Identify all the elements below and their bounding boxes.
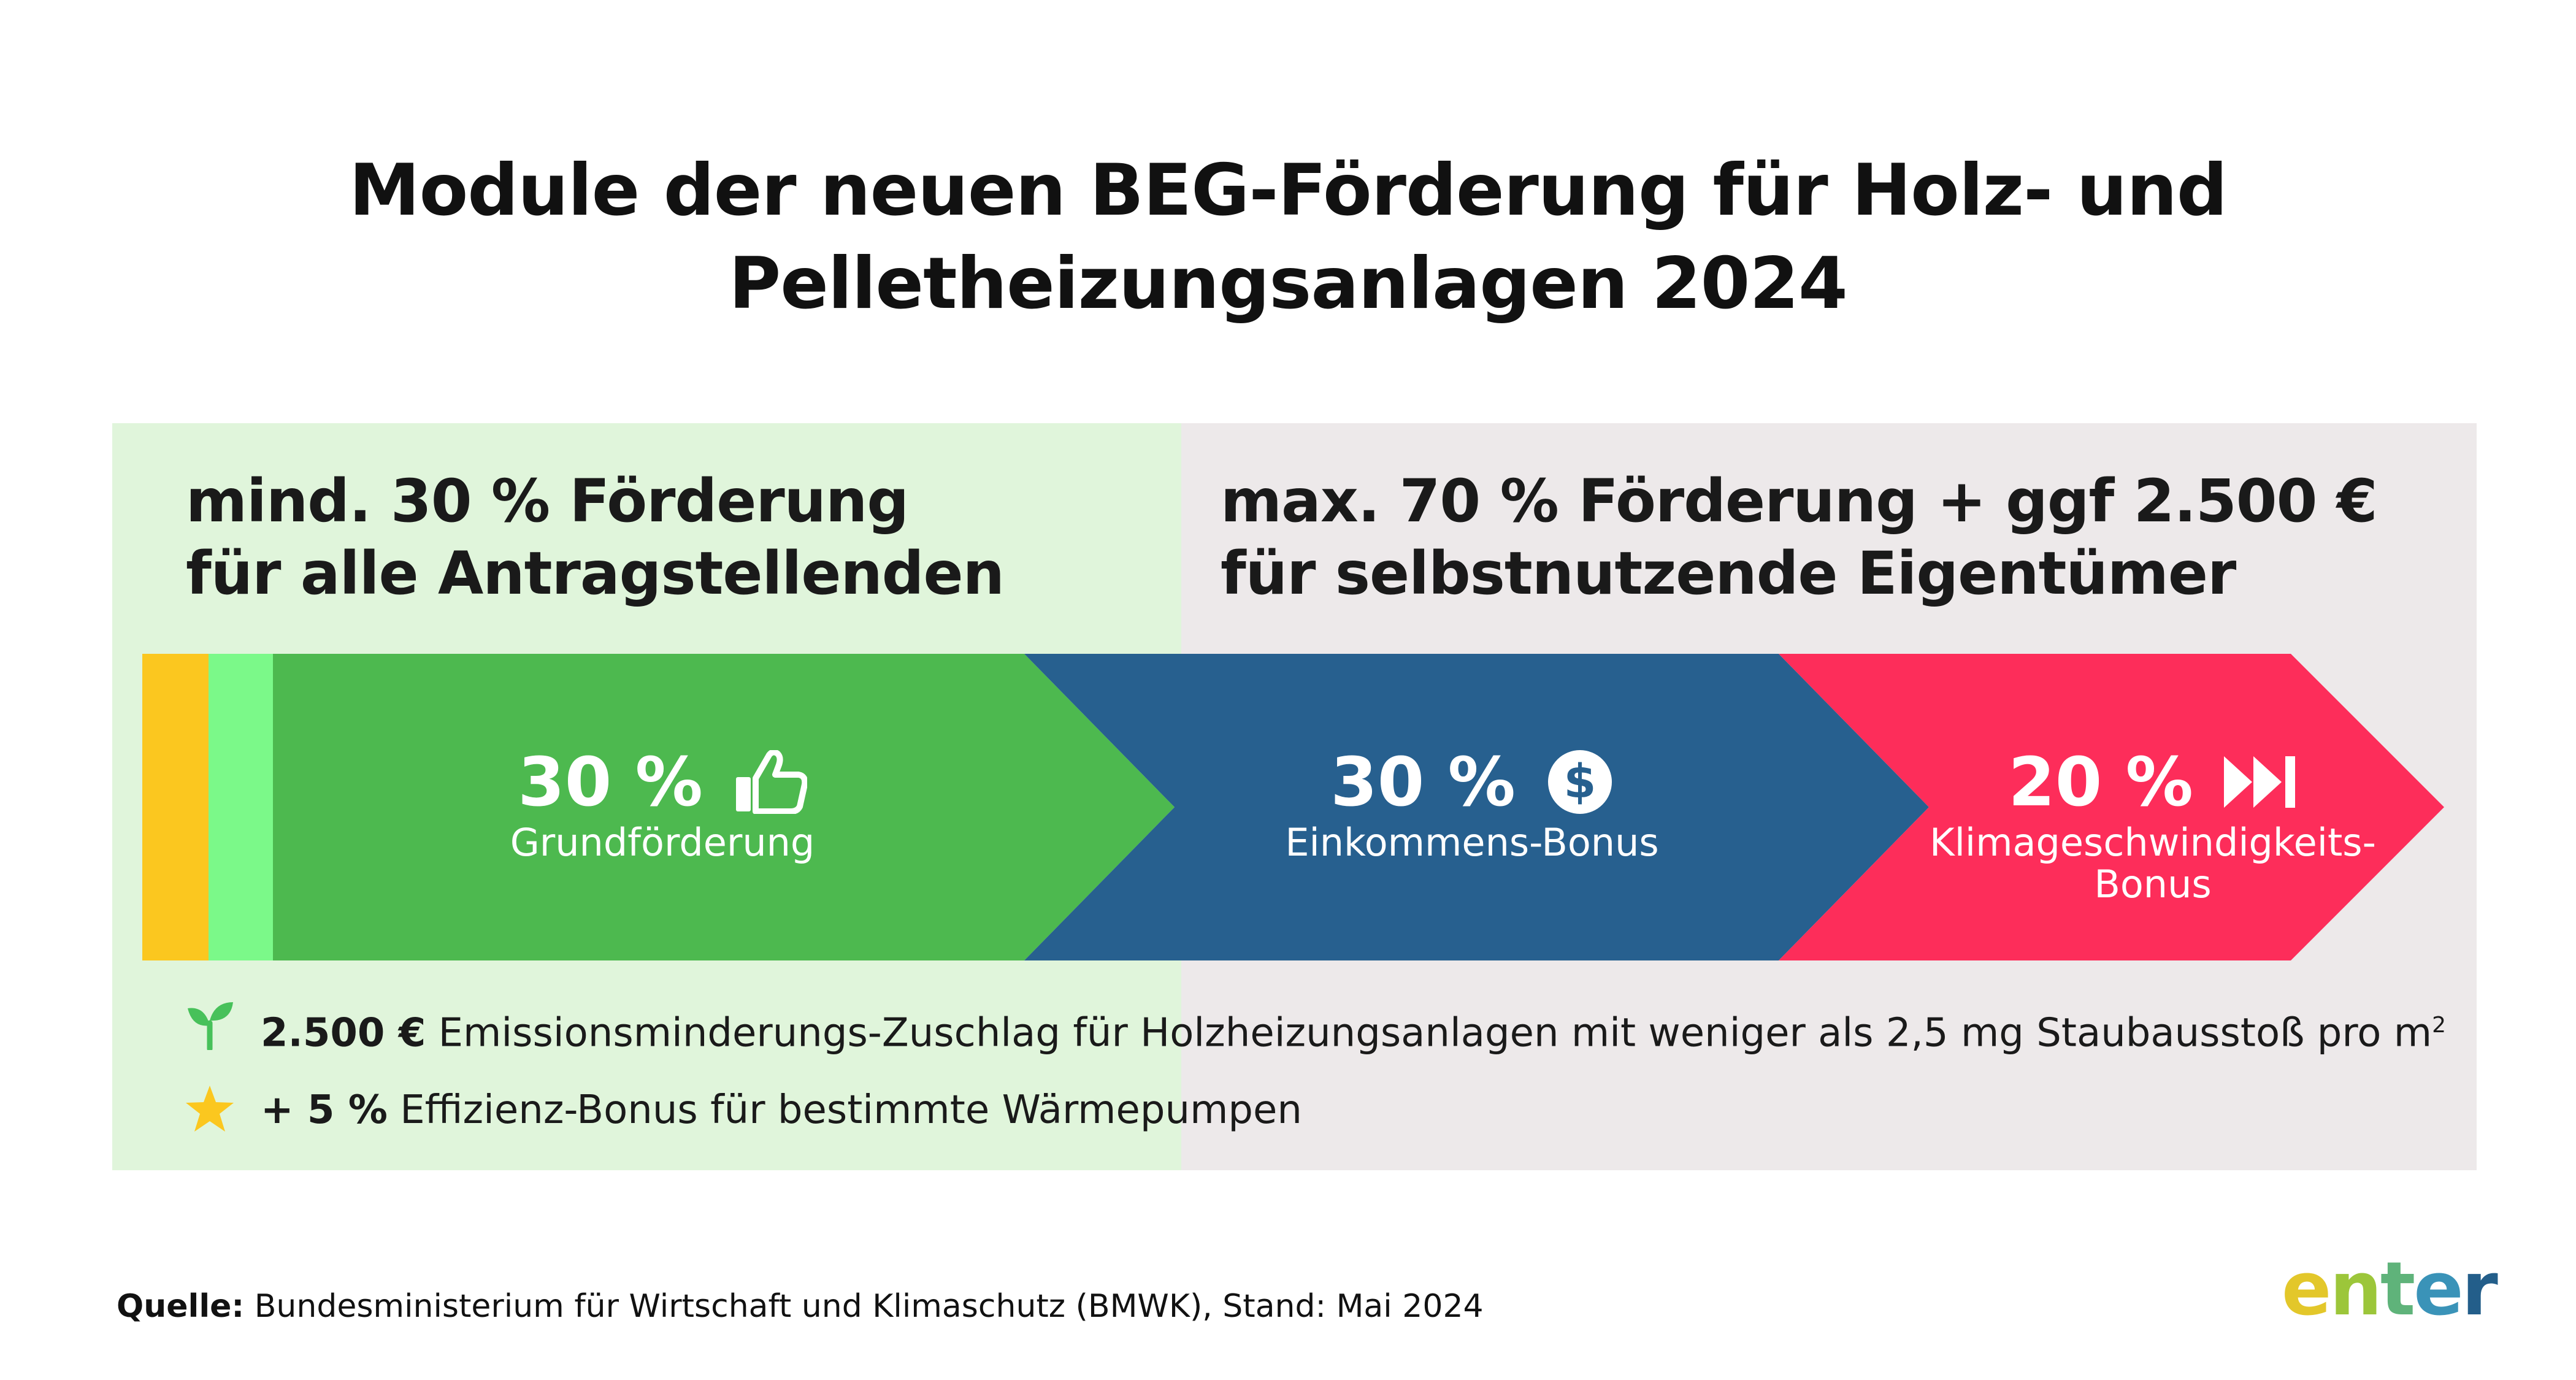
page-title: Module der neuen BEG-Förderung für Holz-…: [0, 144, 2576, 331]
segment-1-percent: 30 %: [518, 743, 703, 821]
logo-letter: r: [2461, 1247, 2498, 1332]
logo-letters: enter: [2282, 1247, 2498, 1332]
segment-klimageschwindigkeits-bonus: [1779, 654, 2444, 960]
segment-3-caption: Klimageschwindigkeits- Bonus: [1907, 822, 2398, 905]
title-line-1: Module der neuen BEG-Förderung für Holz-…: [349, 149, 2228, 232]
enter-logo: enter: [2282, 1247, 2498, 1332]
note-1-amount: 2.500 €: [261, 1010, 426, 1056]
segment-grundfoerderung: [273, 654, 1175, 960]
segment-3-caption-line-2: Bonus: [2094, 862, 2212, 907]
segment-3-label: 20 % Klimageschwindigkeits- Bonus: [1907, 742, 2398, 905]
source-footer: Quelle: Bundesministerium für Wirtschaft…: [117, 1287, 1484, 1326]
yellow-stripe: [142, 654, 209, 960]
segment-2-caption: Einkommens-Bonus: [1285, 820, 1659, 865]
dollar-coin-icon: $: [1546, 748, 1614, 816]
source-label: Quelle:: [117, 1288, 245, 1325]
logo-letter: e: [2413, 1247, 2463, 1332]
right-panel-heading: max. 70 % Förderung + ggf 2.500 € für se…: [1221, 465, 2378, 610]
title-line-2: Pelletheizungsanlagen 2024: [729, 242, 1848, 325]
note-efficiency-bonus: + 5 % Effizienz-Bonus für bestimmte Wärm…: [261, 1086, 1302, 1135]
fast-forward-icon: [2223, 756, 2298, 808]
segment-3-percent: 20 %: [2008, 743, 2193, 821]
left-panel-heading: mind. 30 % Förderung für alle Antragstel…: [186, 465, 1005, 610]
right-heading-line-1: max. 70 % Förderung + ggf 2.500 €: [1221, 467, 2378, 535]
light-green-stripe: [209, 654, 273, 960]
logo-letter: e: [2282, 1247, 2331, 1332]
sprout-icon: [184, 999, 236, 1052]
svg-text:$: $: [1563, 754, 1596, 808]
note-1-superscript: 2: [2432, 1013, 2447, 1038]
left-heading-line-1: mind. 30 % Förderung: [186, 467, 909, 535]
segment-1-label: 30 % Grundförderung: [429, 742, 895, 864]
segment-3-caption-line-1: Klimageschwindigkeits-: [1930, 820, 2376, 865]
left-heading-line-2: für alle Antragstellenden: [186, 539, 1005, 608]
logo-letter: t: [2380, 1247, 2415, 1332]
right-heading-line-2: für selbstnutzende Eigentümer: [1221, 539, 2236, 608]
segment-2-label: 30 % $ Einkommens-Bonus: [1239, 742, 1705, 864]
note-1-text: Emissionsminderungs-Zuschlag für Holzhei…: [438, 1010, 2432, 1056]
segment-einkommens-bonus: [1024, 654, 1929, 960]
source-text: Bundesministerium für Wirtschaft und Kli…: [254, 1288, 1484, 1325]
thumbs-up-icon: [734, 750, 807, 814]
segment-2-percent: 30 %: [1330, 743, 1516, 821]
note-2-amount: + 5 %: [261, 1087, 388, 1133]
segment-1-caption: Grundförderung: [510, 820, 815, 865]
star-icon: [184, 1083, 236, 1137]
note-emission-bonus: 2.500 € Emissionsminderungs-Zuschlag für…: [261, 1001, 2446, 1057]
logo-letter: n: [2329, 1247, 2382, 1332]
note-2-text: Effizienz-Bonus für bestimmte Wärmepumpe…: [400, 1087, 1302, 1133]
